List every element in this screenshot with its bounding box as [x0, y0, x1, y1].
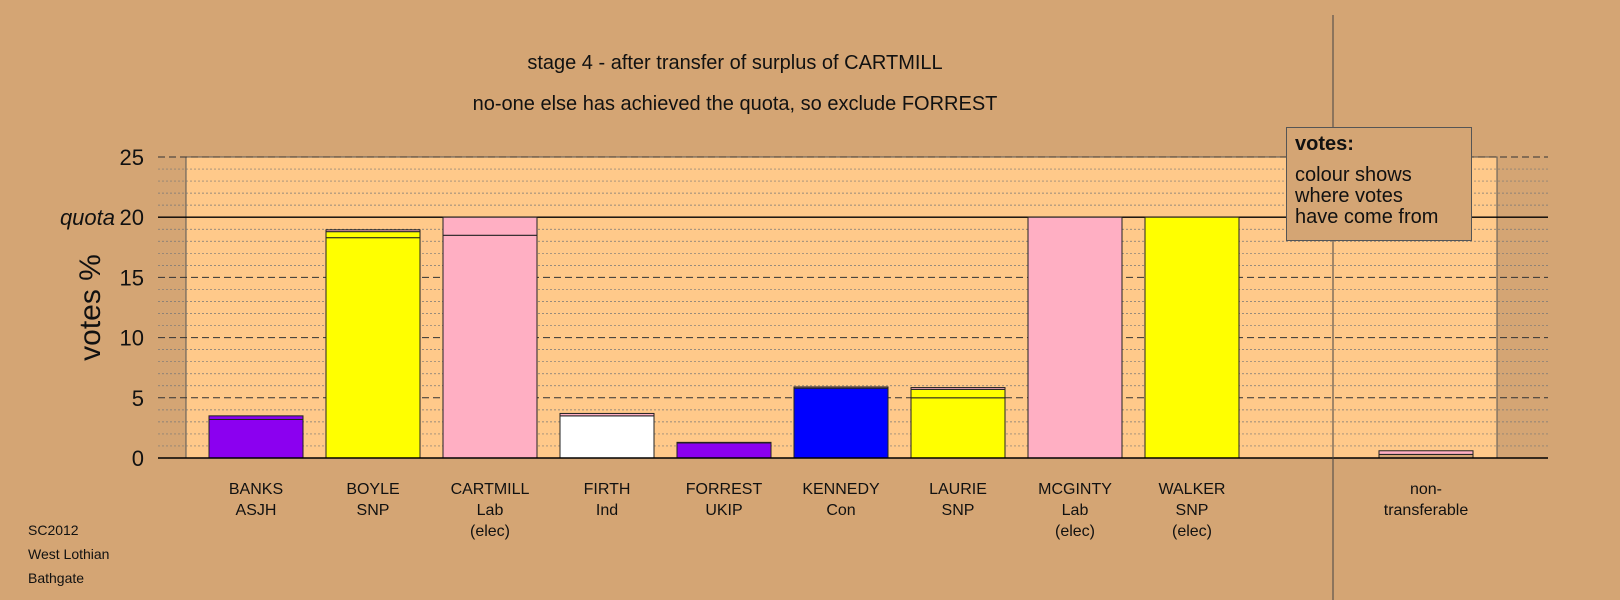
legend-title: votes: — [1295, 133, 1354, 155]
candidate-name: FORREST — [686, 481, 763, 498]
bar-segment-firth — [559, 412, 655, 417]
bar-segment-laurie — [910, 387, 1006, 390]
y-tick-label: 5 — [132, 386, 144, 411]
bar-segment-boyle — [325, 237, 421, 459]
bar-segment-kennedy — [793, 387, 889, 459]
legend-box: votes: colour shows where votes have com… — [1286, 127, 1472, 241]
footer-ward: Bathgate — [28, 570, 85, 586]
non-transferable-label: transferable — [1384, 502, 1469, 519]
candidate-party: Ind — [596, 502, 618, 519]
bar-segment-banks — [208, 415, 304, 420]
candidate-name: LAURIE — [929, 481, 987, 498]
candidate-party: ASJH — [236, 502, 277, 519]
footer-election: SC2012 — [28, 522, 79, 538]
candidate-party: Lab — [1062, 502, 1089, 519]
candidate-elected: (elec) — [1055, 523, 1095, 540]
candidate-name: KENNEDY — [802, 481, 880, 498]
bar-segment-laurie — [910, 397, 1006, 459]
candidate-name: CARTMILL — [451, 481, 530, 498]
non-transferable-label: non- — [1410, 481, 1442, 498]
candidate-elected: (elec) — [470, 523, 510, 540]
candidate-name: FIRTH — [584, 481, 631, 498]
candidate-party: UKIP — [705, 502, 742, 519]
candidate-name: BOYLE — [346, 481, 399, 498]
chart-title: stage 4 - after transfer of surplus of C… — [527, 52, 943, 74]
quota-label: quota — [60, 205, 115, 230]
candidate-party: Con — [826, 502, 855, 519]
y-axis-label: votes % — [74, 254, 107, 361]
y-tick-label: 20 — [120, 205, 144, 230]
bar-segment-cartmill — [442, 234, 538, 459]
candidate-name: WALKER — [1159, 481, 1226, 498]
bar-segment-non-transferable — [1378, 450, 1474, 455]
bar-segment-mcginty — [1027, 216, 1123, 459]
chart-subtitle: no-one else has achieved the quota, so e… — [472, 93, 998, 115]
footer-council: West Lothian — [28, 546, 110, 562]
bar-segment-walker — [1144, 216, 1240, 459]
bar-segment-boyle — [325, 231, 421, 239]
legend-text: colour shows where votes have come from — [1295, 164, 1439, 228]
bar-segment-kennedy — [793, 386, 889, 389]
y-tick-label: 0 — [132, 446, 144, 471]
bar-segment-banks — [208, 418, 304, 459]
bar-segment-boyle — [325, 229, 421, 233]
bar-segment-cartmill — [442, 216, 538, 236]
candidate-name: BANKS — [229, 481, 283, 498]
candidate-elected: (elec) — [1172, 523, 1212, 540]
candidate-party: Lab — [477, 502, 504, 519]
y-tick-label: 15 — [120, 265, 144, 290]
bar-segment-firth — [559, 415, 655, 459]
candidate-party: SNP — [1176, 502, 1209, 519]
candidate-party: SNP — [357, 502, 390, 519]
bar-segment-laurie — [910, 388, 1006, 399]
candidate-name: MCGINTY — [1038, 481, 1112, 498]
y-tick-label: 10 — [120, 326, 144, 351]
bar-segment-forrest — [676, 441, 772, 444]
bar-segment-forrest — [676, 442, 772, 459]
y-tick-label: 25 — [120, 145, 144, 170]
candidate-party: SNP — [942, 502, 975, 519]
